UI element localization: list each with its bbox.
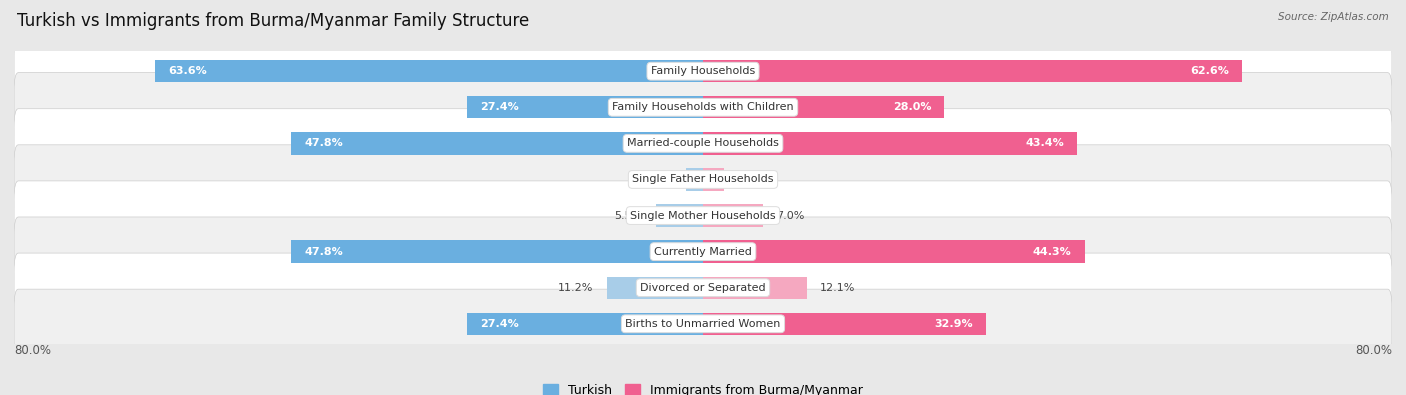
Text: 5.5%: 5.5%: [614, 211, 643, 220]
FancyBboxPatch shape: [14, 145, 1392, 214]
Bar: [467, 96, 703, 118]
Text: 27.4%: 27.4%: [479, 319, 519, 329]
FancyBboxPatch shape: [14, 217, 1392, 286]
FancyBboxPatch shape: [14, 289, 1392, 358]
Text: Currently Married: Currently Married: [654, 246, 752, 257]
Text: 32.9%: 32.9%: [935, 319, 973, 329]
Text: 2.0%: 2.0%: [644, 175, 673, 184]
Text: Turkish vs Immigrants from Burma/Myanmar Family Structure: Turkish vs Immigrants from Burma/Myanmar…: [17, 12, 529, 30]
Text: 2.4%: 2.4%: [737, 175, 765, 184]
Text: 47.8%: 47.8%: [304, 246, 343, 257]
Text: Single Father Households: Single Father Households: [633, 175, 773, 184]
Text: 28.0%: 28.0%: [893, 102, 931, 112]
Text: Family Households: Family Households: [651, 66, 755, 76]
Bar: [703, 96, 945, 118]
Text: 44.3%: 44.3%: [1033, 246, 1071, 257]
Bar: [703, 168, 724, 191]
Text: 7.0%: 7.0%: [776, 211, 804, 220]
Text: 63.6%: 63.6%: [169, 66, 207, 76]
FancyBboxPatch shape: [14, 181, 1392, 250]
Text: Family Households with Children: Family Households with Children: [612, 102, 794, 112]
FancyBboxPatch shape: [14, 73, 1392, 142]
Bar: [703, 312, 987, 335]
Text: 80.0%: 80.0%: [1355, 344, 1392, 357]
FancyBboxPatch shape: [14, 37, 1392, 106]
Bar: [686, 168, 703, 191]
Text: Source: ZipAtlas.com: Source: ZipAtlas.com: [1278, 12, 1389, 22]
Text: 11.2%: 11.2%: [558, 283, 593, 293]
Text: 12.1%: 12.1%: [820, 283, 855, 293]
Bar: [703, 60, 1241, 83]
Bar: [291, 132, 703, 154]
Legend: Turkish, Immigrants from Burma/Myanmar: Turkish, Immigrants from Burma/Myanmar: [538, 379, 868, 395]
Text: 27.4%: 27.4%: [479, 102, 519, 112]
Text: 43.4%: 43.4%: [1025, 138, 1064, 149]
Text: Divorced or Separated: Divorced or Separated: [640, 283, 766, 293]
Bar: [703, 132, 1077, 154]
Bar: [606, 276, 703, 299]
Text: 62.6%: 62.6%: [1191, 66, 1229, 76]
Bar: [703, 204, 763, 227]
Bar: [291, 241, 703, 263]
Bar: [703, 241, 1084, 263]
Bar: [467, 312, 703, 335]
FancyBboxPatch shape: [14, 253, 1392, 322]
Bar: [155, 60, 703, 83]
Text: 47.8%: 47.8%: [304, 138, 343, 149]
Text: Single Mother Households: Single Mother Households: [630, 211, 776, 220]
Text: Married-couple Households: Married-couple Households: [627, 138, 779, 149]
Bar: [655, 204, 703, 227]
Text: Births to Unmarried Women: Births to Unmarried Women: [626, 319, 780, 329]
Bar: [703, 276, 807, 299]
Text: 80.0%: 80.0%: [14, 344, 51, 357]
FancyBboxPatch shape: [14, 109, 1392, 178]
